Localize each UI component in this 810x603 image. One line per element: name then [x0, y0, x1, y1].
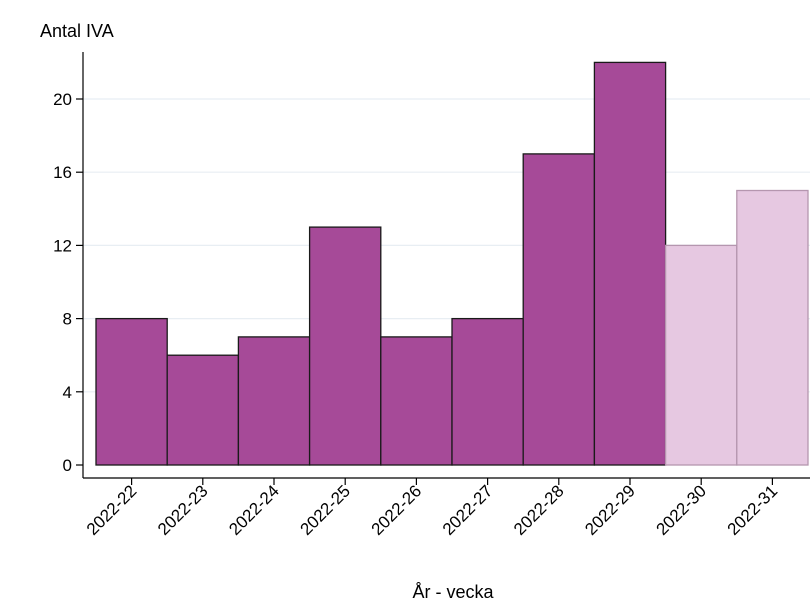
- bar-2022-22: [95, 317, 168, 466]
- x-tick-label: 2022-23: [154, 481, 212, 539]
- x-tick-label: 2022-25: [296, 481, 354, 539]
- y-tick-label: 12: [53, 236, 72, 255]
- y-tick-label: 0: [63, 456, 72, 475]
- x-tick-label: 2022-29: [581, 481, 639, 539]
- bar-2022-28: [522, 153, 596, 466]
- bar-2022-31: [736, 189, 809, 466]
- x-tick-label: 2022-26: [368, 481, 426, 539]
- bar-2022-26: [380, 336, 453, 466]
- bar-2022-30: [664, 244, 738, 466]
- y-tick-label: 4: [63, 383, 72, 402]
- bars: [95, 61, 809, 466]
- bar-2022-25: [308, 226, 382, 466]
- y-axis-title: Antal IVA: [40, 21, 114, 41]
- y-tick-label: 20: [53, 90, 72, 109]
- bar-2022-23: [166, 354, 240, 466]
- bar-2022-29: [593, 61, 667, 466]
- x-ticks: 2022-22 2022-23 2022-24 2022-25 2022-26 2022-…: [83, 478, 781, 539]
- y-tick-label: 8: [63, 310, 72, 329]
- y-ticks: 0 4 8 12 16 20: [53, 90, 83, 475]
- x-tick-label: 2022-24: [225, 481, 283, 539]
- axes: [82, 52, 810, 479]
- x-tick-label: 2022-27: [439, 481, 497, 539]
- x-tick-label: 2022-22: [83, 481, 141, 539]
- x-tick-label: 2022-31: [724, 481, 782, 539]
- y-tick-label: 16: [53, 163, 72, 182]
- x-tick-label: 2022-28: [510, 481, 568, 539]
- x-axis-title: År - vecka: [412, 582, 494, 602]
- bar-2022-27: [451, 317, 524, 466]
- bar-2022-24: [237, 336, 311, 466]
- x-tick-label: 2022-30: [652, 481, 710, 539]
